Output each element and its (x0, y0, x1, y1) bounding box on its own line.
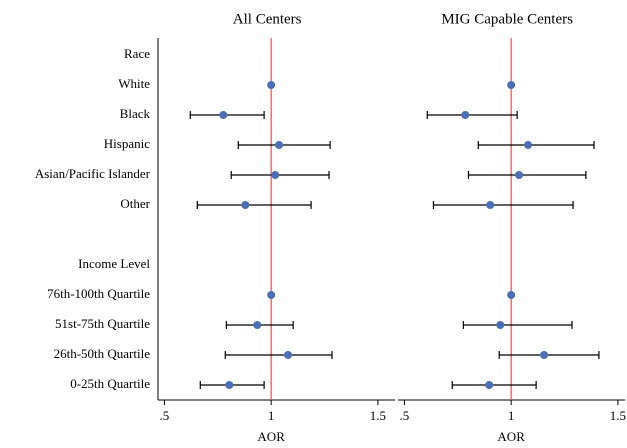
x-tick-label: 1.5 (370, 408, 386, 423)
row-label: 51st-75th Quartile (55, 316, 150, 331)
row-label: White (118, 76, 150, 91)
point-estimate (267, 81, 276, 89)
panel-title: All Centers (233, 11, 302, 27)
row-label: 76th-100th Quartile (47, 286, 150, 301)
point-estimate (496, 321, 505, 329)
point-estimate (267, 291, 276, 299)
point-estimate (284, 351, 293, 359)
point-estimate (540, 351, 549, 359)
x-tick-label: 1 (508, 408, 515, 423)
x-tick-label: 1.5 (610, 408, 626, 423)
row-label: 26th-50th Quartile (54, 346, 151, 361)
point-estimate (485, 381, 494, 389)
row-label: Asian/Pacific Islander (35, 166, 151, 181)
point-estimate (524, 141, 533, 149)
point-estimate (507, 291, 516, 299)
point-estimate (271, 171, 280, 179)
row-label: Black (120, 106, 151, 121)
point-estimate (486, 201, 495, 209)
x-axis-label: AOR (497, 429, 525, 444)
point-estimate (225, 381, 234, 389)
point-estimate (219, 111, 228, 119)
row-label: Income Level (78, 256, 150, 271)
row-label: 0-25th Quartile (70, 376, 150, 391)
x-tick-label: .5 (160, 408, 170, 423)
x-axis-label: AOR (257, 429, 285, 444)
row-label: Other (120, 196, 150, 211)
x-tick-label: 1 (268, 408, 275, 423)
point-estimate (507, 81, 516, 89)
point-estimate (275, 141, 284, 149)
row-label: Hispanic (104, 136, 150, 151)
x-tick-label: .5 (400, 408, 410, 423)
point-estimate (461, 111, 470, 119)
panel-title: MIG Capable Centers (441, 11, 573, 27)
point-estimate (241, 201, 250, 209)
row-label: Race (124, 46, 150, 61)
point-estimate (515, 171, 524, 179)
point-estimate (253, 321, 262, 329)
